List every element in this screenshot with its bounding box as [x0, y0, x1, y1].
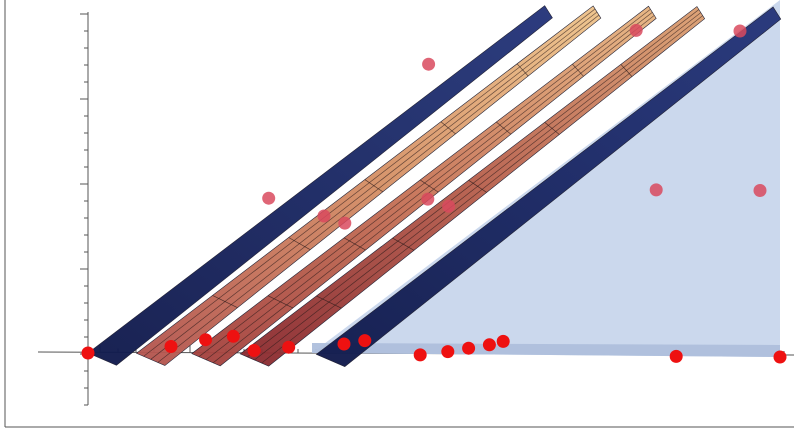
- mesh-line: [198, 9, 651, 357]
- data-point: [733, 24, 747, 38]
- data-point: [338, 216, 352, 230]
- data-point: [649, 183, 663, 197]
- data-point: [247, 344, 261, 357]
- data-point: [226, 329, 240, 343]
- mesh-line: [247, 9, 700, 358]
- data-point: [164, 340, 178, 353]
- data-point: [337, 337, 351, 351]
- data-point: [358, 334, 372, 348]
- mesh-line: [254, 12, 702, 361]
- data-point: [773, 350, 787, 364]
- mesh-line: [157, 14, 600, 363]
- mesh-line: [205, 12, 653, 361]
- data-point: [282, 340, 296, 354]
- data-point: [413, 348, 427, 362]
- surface-navy-right: [315, 6, 782, 367]
- data-points: [81, 23, 787, 364]
- data-point: [422, 57, 436, 71]
- data-point: [442, 199, 456, 213]
- data-point: [629, 23, 643, 37]
- data-point: [421, 192, 435, 206]
- plane-surface: [312, 0, 780, 357]
- surfaces: [87, 5, 782, 367]
- data-point: [669, 349, 683, 363]
- data-point: [441, 345, 455, 359]
- data-point: [482, 338, 496, 352]
- mesh-line: [261, 15, 703, 364]
- data-point: [496, 334, 510, 348]
- mesh-line: [143, 8, 596, 357]
- data-point: [262, 191, 276, 205]
- mesh-line: [150, 11, 598, 360]
- plane-bottom-strip: [312, 343, 780, 357]
- surface-mesh: [143, 8, 703, 364]
- data-point: [753, 184, 767, 197]
- surface-navy-left: [87, 5, 553, 366]
- data-point: [317, 209, 331, 223]
- data-point: [462, 341, 476, 355]
- data-point: [81, 346, 95, 360]
- data-point: [199, 333, 213, 347]
- surface-peach-1: [135, 5, 602, 366]
- frame-border: [4, 0, 794, 428]
- mesh-line: [212, 15, 655, 364]
